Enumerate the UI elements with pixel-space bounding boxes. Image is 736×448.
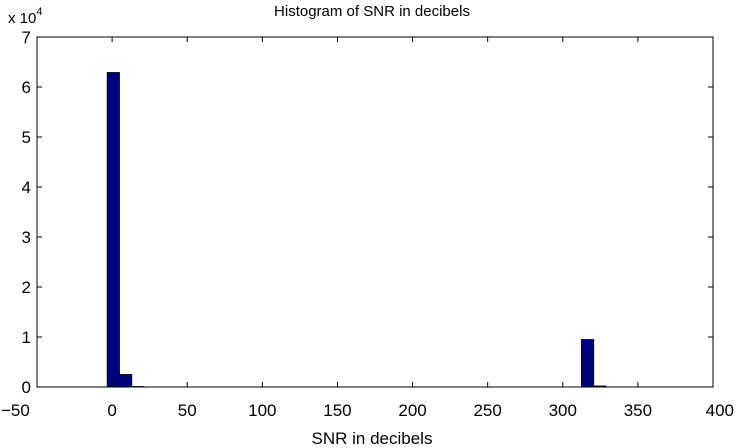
y-tick-label: 6 <box>22 78 31 97</box>
x-tick-label: 200 <box>398 401 426 420</box>
x-tick-label: 150 <box>323 401 351 420</box>
histogram-bar-3 <box>581 339 595 388</box>
x-tick-label: 250 <box>473 401 501 420</box>
y-tick-label: 4 <box>22 178 31 197</box>
histogram-bar-0 <box>106 72 120 388</box>
x-tick-label: 0 <box>107 401 116 420</box>
y-tick-label: 1 <box>22 328 31 347</box>
y-tick-label: 2 <box>22 278 31 297</box>
y-multiplier-label: x 104 <box>8 6 42 27</box>
x-tick-label: 50 <box>178 401 197 420</box>
y-multiplier-exponent: 4 <box>36 6 42 18</box>
y-tick-label: 0 <box>22 378 31 397</box>
x-tick-label: 100 <box>248 401 276 420</box>
chart-title: Histogram of SNR in decibels <box>274 3 470 20</box>
y-tick-label: 3 <box>22 228 31 247</box>
x-tick-label: 400 <box>706 401 734 420</box>
x-tick-label: −50 <box>1 401 30 420</box>
histogram-bar-1 <box>119 374 133 388</box>
y-tick-label: 5 <box>22 128 31 147</box>
x-axis-label: SNR in decibels <box>312 429 433 448</box>
ticks-group: −50 0 50 100 150 200 250 300 350 400 0 1 2 3 4 5 6 7 <box>1 28 734 420</box>
x-tick-label: 350 <box>624 401 652 420</box>
plot-frame <box>36 36 714 388</box>
y-multiplier-base: x 10 <box>8 10 36 27</box>
x-tick-label: 300 <box>549 401 577 420</box>
bars-group <box>106 72 607 388</box>
y-tick-label: 7 <box>22 28 31 47</box>
